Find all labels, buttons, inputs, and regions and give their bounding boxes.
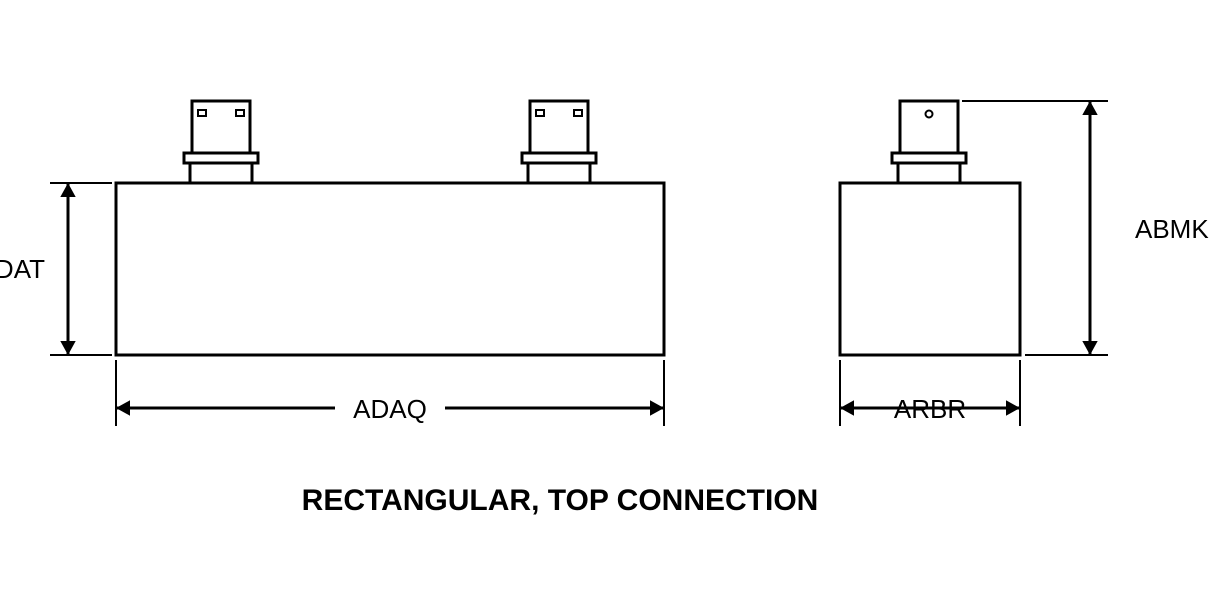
dim-abmk-label: ABMK bbox=[1135, 214, 1209, 244]
technical-drawing: ADAT ADAQ ARBR ABMK RECTANGULAR, TOP CONNECT… bbox=[0, 0, 1230, 589]
diagram-title: RECTANGULAR, TOP CONNECTION bbox=[302, 484, 819, 517]
dim-adat: ADAT bbox=[0, 183, 112, 355]
dim-adaq: ADAQ bbox=[116, 360, 664, 426]
front-view bbox=[116, 101, 664, 355]
dim-arbr-label: ARBR bbox=[894, 394, 966, 424]
dim-adat-label: ADAT bbox=[0, 254, 45, 284]
side-view bbox=[840, 101, 1020, 355]
dim-arbr: ARBR bbox=[840, 360, 1020, 426]
dim-adaq-label: ADAQ bbox=[353, 394, 427, 424]
